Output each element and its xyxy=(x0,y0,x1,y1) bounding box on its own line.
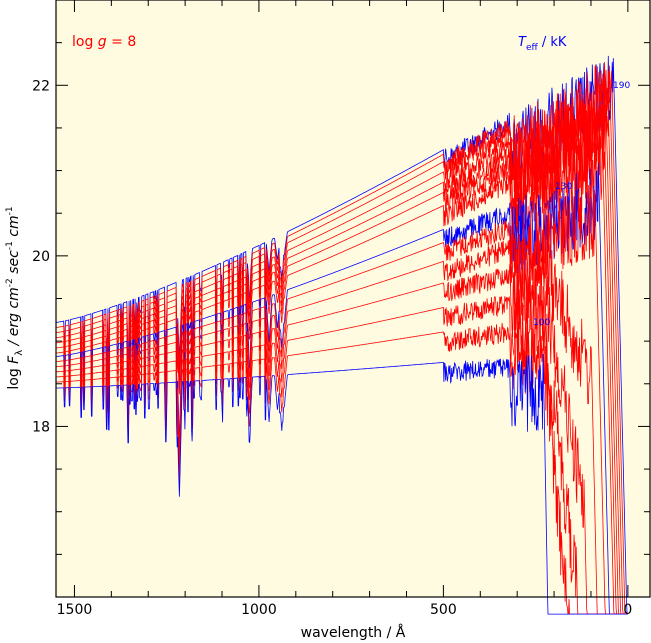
spectrum-line-130 xyxy=(56,162,628,615)
x-tick-label: 0 xyxy=(623,602,632,618)
x-tick-label: 1000 xyxy=(241,602,277,618)
curve-label-190: 190 xyxy=(613,81,630,91)
teff-annotation: Teff / kK xyxy=(518,35,567,53)
x-tick-label: 500 xyxy=(430,602,457,618)
curve-label-130: 130 xyxy=(555,182,572,192)
spectrum-line-100 xyxy=(55,353,628,615)
y-tick-label: 18 xyxy=(32,419,50,435)
x-tick-label: 1500 xyxy=(57,602,93,618)
spectrum-line-model-10 xyxy=(56,254,628,615)
x-axis-title: wavelength / Å xyxy=(301,624,406,641)
series-layer xyxy=(55,55,628,615)
spectrum-line-model-6 xyxy=(55,133,628,615)
spectrum-line-model-9 xyxy=(56,232,628,615)
y-tick-label: 22 xyxy=(32,78,50,94)
y-tick-label: 20 xyxy=(32,249,50,265)
y-axis-title: log Fλ / erg cm-2 sec-1 cm-1 xyxy=(5,206,25,389)
logg-annotation: log g = 8 xyxy=(72,34,136,50)
curve-label-100: 100 xyxy=(533,318,550,328)
plot-frame xyxy=(55,0,651,598)
ticks-layer: 1500 1000 500 0 18 20 22 xyxy=(32,0,650,618)
